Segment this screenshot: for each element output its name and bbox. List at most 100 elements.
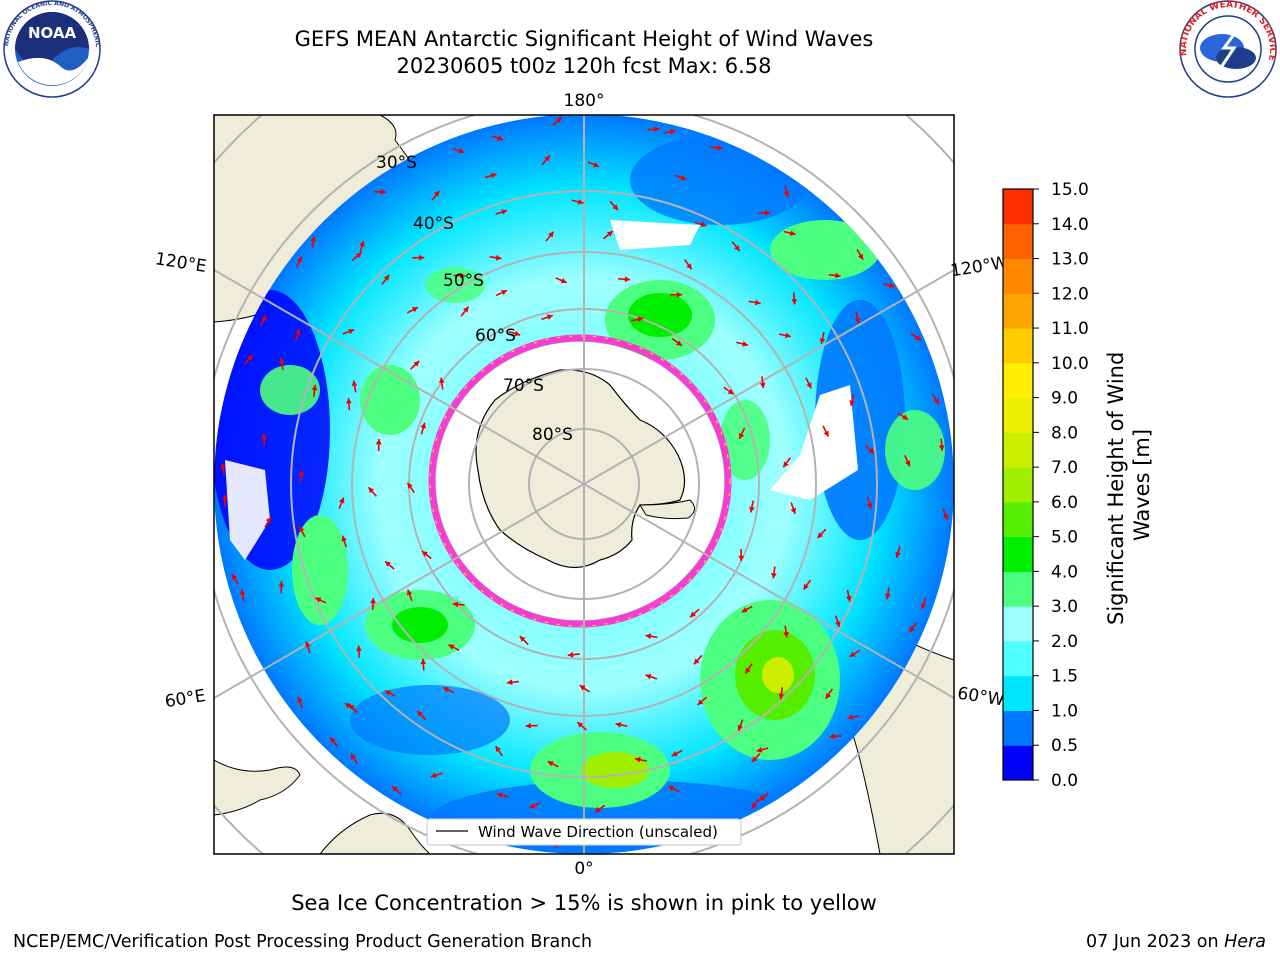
wind-wave-arrow bbox=[350, 752, 358, 764]
wind-wave-arrow bbox=[374, 189, 387, 195]
wind-wave-arrow bbox=[897, 412, 909, 421]
wind-wave-arrow bbox=[647, 126, 660, 133]
wind-wave-arrow bbox=[738, 549, 745, 562]
wind-wave-arrow bbox=[495, 289, 508, 297]
wind-wave-arrow bbox=[689, 608, 700, 618]
wind-wave-arrow bbox=[278, 581, 285, 594]
wind-wave-arrow bbox=[671, 338, 683, 347]
wind-wave-arrow bbox=[384, 689, 396, 697]
wind-wave-arrow bbox=[453, 272, 466, 279]
wind-wave-arrow bbox=[723, 386, 735, 395]
wind-wave-arrow bbox=[442, 686, 455, 694]
wind-wave-arrow bbox=[438, 377, 445, 390]
wind-wave-arrow bbox=[579, 684, 591, 693]
footer-host: Hera bbox=[1224, 932, 1266, 952]
colorbar-tick-label: 3.0 bbox=[1051, 597, 1078, 617]
colorbar-label: Significant Height of Wind Waves [m] bbox=[1104, 345, 1154, 625]
wind-wave-arrow bbox=[341, 535, 347, 548]
lat-label-30s: 30°S bbox=[376, 153, 417, 173]
wind-wave-arrow bbox=[264, 516, 272, 528]
wind-wave-arrow bbox=[783, 185, 790, 198]
wind-wave-arrow bbox=[782, 457, 791, 468]
wind-wave-arrow bbox=[663, 128, 676, 135]
colorbar-tick-label: 6.0 bbox=[1051, 493, 1078, 513]
wind-wave-arrow bbox=[609, 200, 619, 211]
colorbar-cell bbox=[1003, 571, 1033, 607]
wind-wave-arrow bbox=[758, 210, 771, 216]
wind-wave-arrow bbox=[359, 240, 365, 253]
wind-wave-arrow bbox=[751, 798, 760, 810]
colorbar-cell bbox=[1003, 258, 1033, 294]
wind-wave-arrow bbox=[412, 254, 425, 261]
colorbar-border bbox=[1002, 188, 1034, 781]
wind-wave-arrow bbox=[693, 654, 703, 665]
colorbar-tick-label: 8.0 bbox=[1051, 423, 1078, 443]
sea-ice-caption: Sea Ice Concentration > 15% is shown in … bbox=[291, 891, 877, 915]
wind-wave-arrow bbox=[631, 316, 644, 323]
wind-wave-arrow bbox=[783, 230, 796, 236]
noaa-logo-icon: NOAA NATIONAL OCEANIC AND ATMOSPHERIC AD… bbox=[0, 0, 101, 98]
wind-wave-arrow bbox=[822, 425, 830, 437]
wind-wave-arrow bbox=[759, 376, 766, 389]
wind-wave-arrow bbox=[220, 463, 226, 476]
wind-wave-arrow bbox=[239, 589, 246, 602]
wind-wave-arrow bbox=[910, 332, 922, 341]
colorbar-cell bbox=[1003, 536, 1033, 572]
wind-wave-arrow bbox=[834, 615, 841, 628]
wind-wave-arrow bbox=[829, 733, 842, 740]
wind-wave-arrow bbox=[816, 528, 827, 539]
wind-wave-arrow bbox=[298, 470, 304, 483]
wind-wave-arrow bbox=[567, 651, 580, 658]
wind-wave-arrow bbox=[222, 494, 228, 507]
colorbar-cell bbox=[1003, 397, 1033, 433]
wind-wave-arrow bbox=[552, 116, 563, 126]
wind-wave-arrow bbox=[854, 311, 861, 324]
wind-wave-arrow bbox=[545, 231, 555, 242]
lon-label-60w: 60°W bbox=[956, 684, 1006, 711]
colorbar-tick-label: 0.5 bbox=[1051, 736, 1078, 756]
wind-wave-arrow bbox=[849, 649, 861, 658]
wind-wave-arrow bbox=[748, 299, 761, 306]
colorbar-cell bbox=[1003, 328, 1033, 364]
wind-wave-arrow bbox=[410, 360, 420, 370]
wind-wave-arrow bbox=[741, 605, 753, 613]
lat-label-40s: 40°S bbox=[413, 214, 454, 234]
wind-wave-arrow bbox=[845, 589, 852, 602]
wind-wave-arrow bbox=[802, 579, 812, 591]
colorbar-tick-label: 9.0 bbox=[1051, 389, 1078, 409]
wind-wave-arrow bbox=[298, 525, 306, 538]
wind-wave-arrow bbox=[634, 756, 647, 763]
wind-wave-arrow bbox=[342, 328, 355, 335]
wind-wave-arrow bbox=[294, 328, 301, 341]
wind-wave-arrow bbox=[819, 331, 826, 345]
wind-wave-arrow bbox=[525, 722, 538, 729]
lat-label-80s: 80°S bbox=[532, 425, 573, 445]
wind-wave-arrow bbox=[384, 560, 395, 570]
wind-wave-arrow bbox=[344, 702, 356, 711]
africa-landmass bbox=[214, 759, 301, 816]
wind-wave-arrow bbox=[529, 802, 541, 809]
wind-wave-arrow bbox=[615, 721, 628, 728]
wind-wave-arrow bbox=[790, 502, 797, 515]
wind-wave-arrow bbox=[310, 235, 317, 248]
noaa-logo-text: NOAA bbox=[28, 24, 77, 42]
wind-wave-arrow bbox=[496, 792, 509, 798]
wind-wave-arrow bbox=[356, 645, 362, 658]
colorbar-tick-label: 2.0 bbox=[1051, 632, 1078, 652]
wind-wave-arrow bbox=[519, 635, 529, 646]
wind-wave-arrow bbox=[931, 393, 940, 405]
wind-wave-arrow bbox=[311, 384, 318, 397]
wind-wave-arrow bbox=[756, 747, 769, 753]
wind-wave-arrow bbox=[771, 566, 777, 579]
lon-label-0: 0° bbox=[574, 859, 593, 879]
wind-wave-arrow bbox=[758, 792, 769, 802]
wind-wave-arrow bbox=[738, 427, 746, 440]
colorbar-tick-label: 12.0 bbox=[1051, 284, 1089, 304]
wind-wave-arrow bbox=[778, 332, 791, 339]
wind-wave-arrow bbox=[938, 438, 945, 451]
legend-label: Wind Wave Direction (unscaled) bbox=[478, 823, 718, 841]
colorbar-tick-label: 7.0 bbox=[1051, 458, 1078, 478]
wind-wave-arrow bbox=[420, 658, 427, 671]
wind-wave-arrow bbox=[645, 633, 658, 640]
